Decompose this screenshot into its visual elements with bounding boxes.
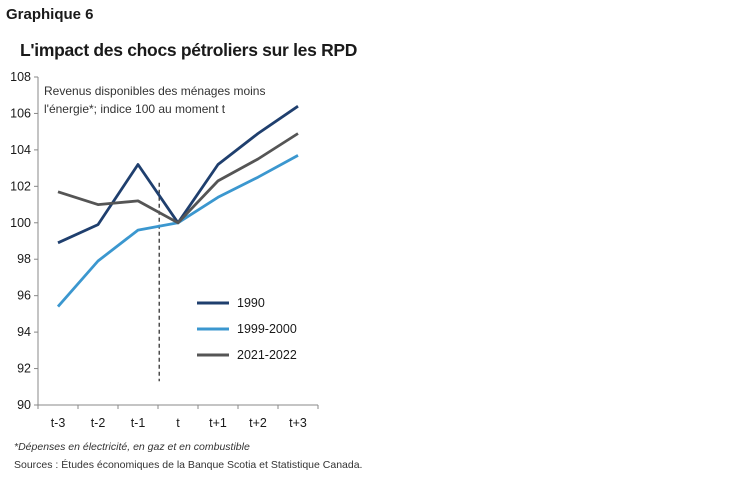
y-tick-label: 98 bbox=[17, 252, 31, 266]
axes: 90 92 94 96 98 100 102 104 106 108 t-3 t-2 t-1 t t+1 t+… bbox=[10, 70, 319, 430]
source-note: Sources : Études économiques de la Banqu… bbox=[14, 459, 363, 471]
chart-title: L'impact des chocs pétroliers sur les RP… bbox=[20, 40, 358, 60]
y-tick-label: 100 bbox=[10, 216, 31, 230]
legend-label: 1990 bbox=[237, 296, 265, 310]
series-lines bbox=[56, 105, 299, 308]
chart-annotation: Revenus disponibles des ménages moins l'é… bbox=[44, 84, 265, 116]
y-tick-label: 102 bbox=[10, 179, 31, 193]
legend-label: 1999-2000 bbox=[237, 322, 297, 336]
figure-label: Graphique 6 bbox=[6, 6, 94, 23]
y-tick-label: 92 bbox=[17, 362, 31, 376]
footnote: *Dépenses en électricité, en gaz et en c… bbox=[14, 441, 250, 453]
annotation-line: Revenus disponibles des ménages moins bbox=[44, 84, 265, 98]
y-tick-label: 108 bbox=[10, 70, 31, 84]
y-tick-label: 94 bbox=[17, 325, 31, 339]
y-tick-label: 104 bbox=[10, 143, 31, 157]
x-tick-label: t+3 bbox=[289, 416, 307, 430]
y-tick-label: 90 bbox=[17, 398, 31, 412]
x-tick-label: t bbox=[176, 416, 180, 430]
y-tick-label: 96 bbox=[17, 289, 31, 303]
x-tick-label: t+1 bbox=[209, 416, 227, 430]
x-tick-label: t-1 bbox=[131, 416, 146, 430]
x-tick-label: t-2 bbox=[91, 416, 106, 430]
y-tick-label: 106 bbox=[10, 106, 31, 120]
series-line-1999-2000 bbox=[56, 154, 299, 308]
x-tick-label: t+2 bbox=[249, 416, 267, 430]
legend: 1990 1999-2000 2021-2022 bbox=[197, 296, 297, 362]
legend-label: 2021-2022 bbox=[237, 348, 297, 362]
annotation-line: l'énergie*; indice 100 au moment t bbox=[44, 102, 226, 116]
series-line-2021-2022 bbox=[57, 132, 299, 225]
x-tick-label: t-3 bbox=[51, 416, 66, 430]
